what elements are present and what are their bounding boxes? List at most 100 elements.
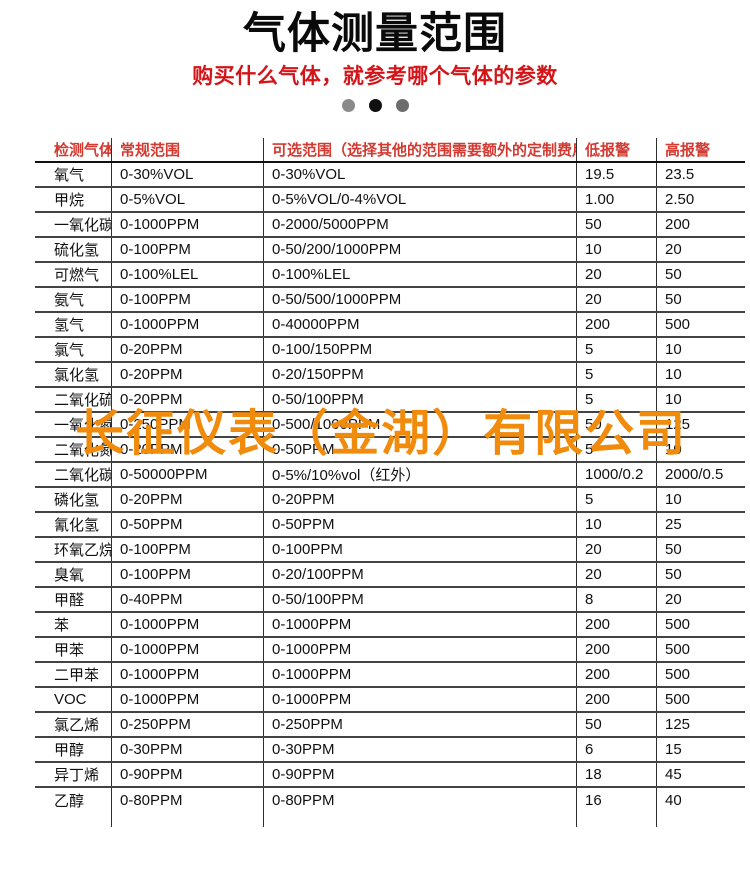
cell-optional-range: 0-5%VOL/0-4%VOL xyxy=(264,188,577,211)
cell-optional-range: 0-1000PPM xyxy=(264,613,577,636)
cell-low-alarm: 200 xyxy=(577,638,657,661)
cell-optional-range: 0-50/200/1000PPM xyxy=(264,238,577,261)
cell-low-alarm: 5 xyxy=(577,363,657,386)
cell-low-alarm: 8 xyxy=(577,588,657,611)
cell-optional-range: 0-30%VOL xyxy=(264,163,577,186)
cell-gas-name: 硫化氢 xyxy=(35,238,112,261)
cell-normal-range: 0-20PPM xyxy=(112,438,264,461)
cell-low-alarm: 20 xyxy=(577,288,657,311)
cell-high-alarm: 10 xyxy=(665,441,682,458)
table-row: 一氧化氮 0-250PPM 0-500/1000PPM 50 125 xyxy=(35,413,745,438)
cell-optional-range: 0-20PPM xyxy=(264,488,577,511)
table-row: 氢气 0-1000PPM 0-40000PPM 200 500 xyxy=(35,313,745,338)
cell-gas-name: 氨气 xyxy=(35,288,112,311)
cell-gas-name: 甲苯 xyxy=(35,638,112,661)
cell-gas-name: 乙醇 xyxy=(35,788,112,813)
cell-optional-range: 0-250PPM xyxy=(264,713,577,736)
cell-normal-range: 0-50000PPM xyxy=(112,463,264,486)
cell-low-alarm: 10 xyxy=(577,238,657,261)
gas-range-table: 检测气体 常规范围 可选范围（选择其他的范围需要额外的定制费用） 低报警 高报警 氧气 0… xyxy=(35,138,745,827)
table-header-row: 检测气体 常规范围 可选范围（选择其他的范围需要额外的定制费用） 低报警 高报警 xyxy=(35,138,745,163)
cell-low-alarm: 10 xyxy=(577,513,657,536)
table-row: 二甲苯 0-1000PPM 0-1000PPM 200 500 xyxy=(35,663,745,688)
cell-low-alarm: 5 xyxy=(577,338,657,361)
cell-optional-range: 0-30PPM xyxy=(264,738,577,761)
cell-low-alarm: 50 xyxy=(577,413,657,436)
cell-low-alarm: 5 xyxy=(577,388,657,411)
cell-gas-name: 氯乙烯 xyxy=(35,713,112,736)
cell-low-alarm: 5 xyxy=(577,438,657,461)
cell-gas-name: 氯化氢 xyxy=(35,363,112,386)
table-row: 氰化氢 0-50PPM 0-50PPM 10 25 xyxy=(35,513,745,538)
carousel-dots xyxy=(0,99,750,114)
cell-gas-name: 二氧化碳 xyxy=(35,463,112,486)
table-row: 一氧化碳 0-1000PPM 0-2000/5000PPM 50 200 xyxy=(35,213,745,238)
table-row: 异丁烯 0-90PPM 0-90PPM 18 45 xyxy=(35,763,745,788)
cell-optional-range: 0-20/150PPM xyxy=(264,363,577,386)
cell-normal-range: 0-1000PPM xyxy=(112,663,264,686)
cell-normal-range: 0-100PPM xyxy=(112,288,264,311)
cell-high-alarm: 10 xyxy=(665,491,682,508)
table-row: 甲醛 0-40PPM 0-50/100PPM 8 20 xyxy=(35,588,745,613)
cell-low-alarm: 19.5 xyxy=(577,163,657,186)
table-row: 氯乙烯 0-250PPM 0-250PPM 50 125 xyxy=(35,713,745,738)
column-header: 常规范围 xyxy=(112,138,264,161)
cell-optional-range: 0-50/100PPM xyxy=(264,388,577,411)
cell-high-alarm: 50 xyxy=(665,291,682,308)
cell-gas-name: 二氧化硫 xyxy=(35,388,112,411)
table-row: 氧气 0-30%VOL 0-30%VOL 19.5 23.5 xyxy=(35,163,745,188)
cell-optional-range: 0-50/100PPM xyxy=(264,588,577,611)
cell-low-alarm: 18 xyxy=(577,763,657,786)
cell-high-alarm: 125 xyxy=(665,416,691,433)
cell-gas-name: 甲醇 xyxy=(35,738,112,761)
cell-high-alarm: 500 xyxy=(665,666,691,683)
cell-low-alarm: 1000/0.2 xyxy=(577,463,657,486)
cell-high-alarm: 500 xyxy=(665,316,691,333)
cell-normal-range: 0-1000PPM xyxy=(112,213,264,236)
cell-optional-range: 0-1000PPM xyxy=(264,688,577,711)
table-row: 甲醇 0-30PPM 0-30PPM 6 15 xyxy=(35,738,745,763)
cell-gas-name: 氢气 xyxy=(35,313,112,336)
cell-normal-range: 0-20PPM xyxy=(112,488,264,511)
cell-normal-range: 0-30PPM xyxy=(112,738,264,761)
cell-low-alarm: 20 xyxy=(577,563,657,586)
cell-gas-name: 甲醛 xyxy=(35,588,112,611)
cell-high-alarm: 500 xyxy=(665,616,691,633)
carousel-dot xyxy=(341,99,355,112)
cell-optional-range: 0-500/1000PPM xyxy=(264,413,577,436)
table-row: 磷化氢 0-20PPM 0-20PPM 5 10 xyxy=(35,488,745,513)
cell-low-alarm: 5 xyxy=(577,488,657,511)
table-body: 氧气 0-30%VOL 0-30%VOL 19.5 23.5 甲烷 0-5%VOL 0-5%V… xyxy=(35,163,745,813)
cell-optional-range: 0-20/100PPM xyxy=(264,563,577,586)
table-row: 硫化氢 0-100PPM 0-50/200/1000PPM 10 20 xyxy=(35,238,745,263)
cell-normal-range: 0-100PPM xyxy=(112,238,264,261)
cell-gas-name: 一氧化碳 xyxy=(35,213,112,236)
cell-optional-range: 0-90PPM xyxy=(264,763,577,786)
cell-optional-range: 0-80PPM xyxy=(264,788,577,813)
cell-optional-range: 0-1000PPM xyxy=(264,663,577,686)
cell-high-alarm: 500 xyxy=(665,691,691,708)
cell-high-alarm: 50 xyxy=(665,566,682,583)
table-row: 二氧化硫 0-20PPM 0-50/100PPM 5 10 xyxy=(35,388,745,413)
table-row: 乙醇 0-80PPM 0-80PPM 16 40 xyxy=(35,788,745,813)
cell-low-alarm: 6 xyxy=(577,738,657,761)
cell-high-alarm: 40 xyxy=(665,792,682,809)
column-header: 检测气体 xyxy=(35,138,112,161)
cell-low-alarm: 50 xyxy=(577,213,657,236)
cell-gas-name: 可燃气 xyxy=(35,263,112,286)
table-row: 氨气 0-100PPM 0-50/500/1000PPM 20 50 xyxy=(35,288,745,313)
cell-gas-name: 一氧化氮 xyxy=(35,413,112,436)
cell-high-alarm: 200 xyxy=(665,216,691,233)
cell-optional-range: 0-50/500/1000PPM xyxy=(264,288,577,311)
table-row: 氯气 0-20PPM 0-100/150PPM 5 10 xyxy=(35,338,745,363)
table-tail xyxy=(35,813,745,827)
cell-normal-range: 0-20PPM xyxy=(112,388,264,411)
cell-normal-range: 0-20PPM xyxy=(112,363,264,386)
cell-normal-range: 0-80PPM xyxy=(112,788,264,813)
cell-normal-range: 0-50PPM xyxy=(112,513,264,536)
cell-gas-name: 异丁烯 xyxy=(35,763,112,786)
column-header: 高报警 xyxy=(665,142,711,159)
cell-optional-range: 0-40000PPM xyxy=(264,313,577,336)
cell-optional-range: 0-2000/5000PPM xyxy=(264,213,577,236)
